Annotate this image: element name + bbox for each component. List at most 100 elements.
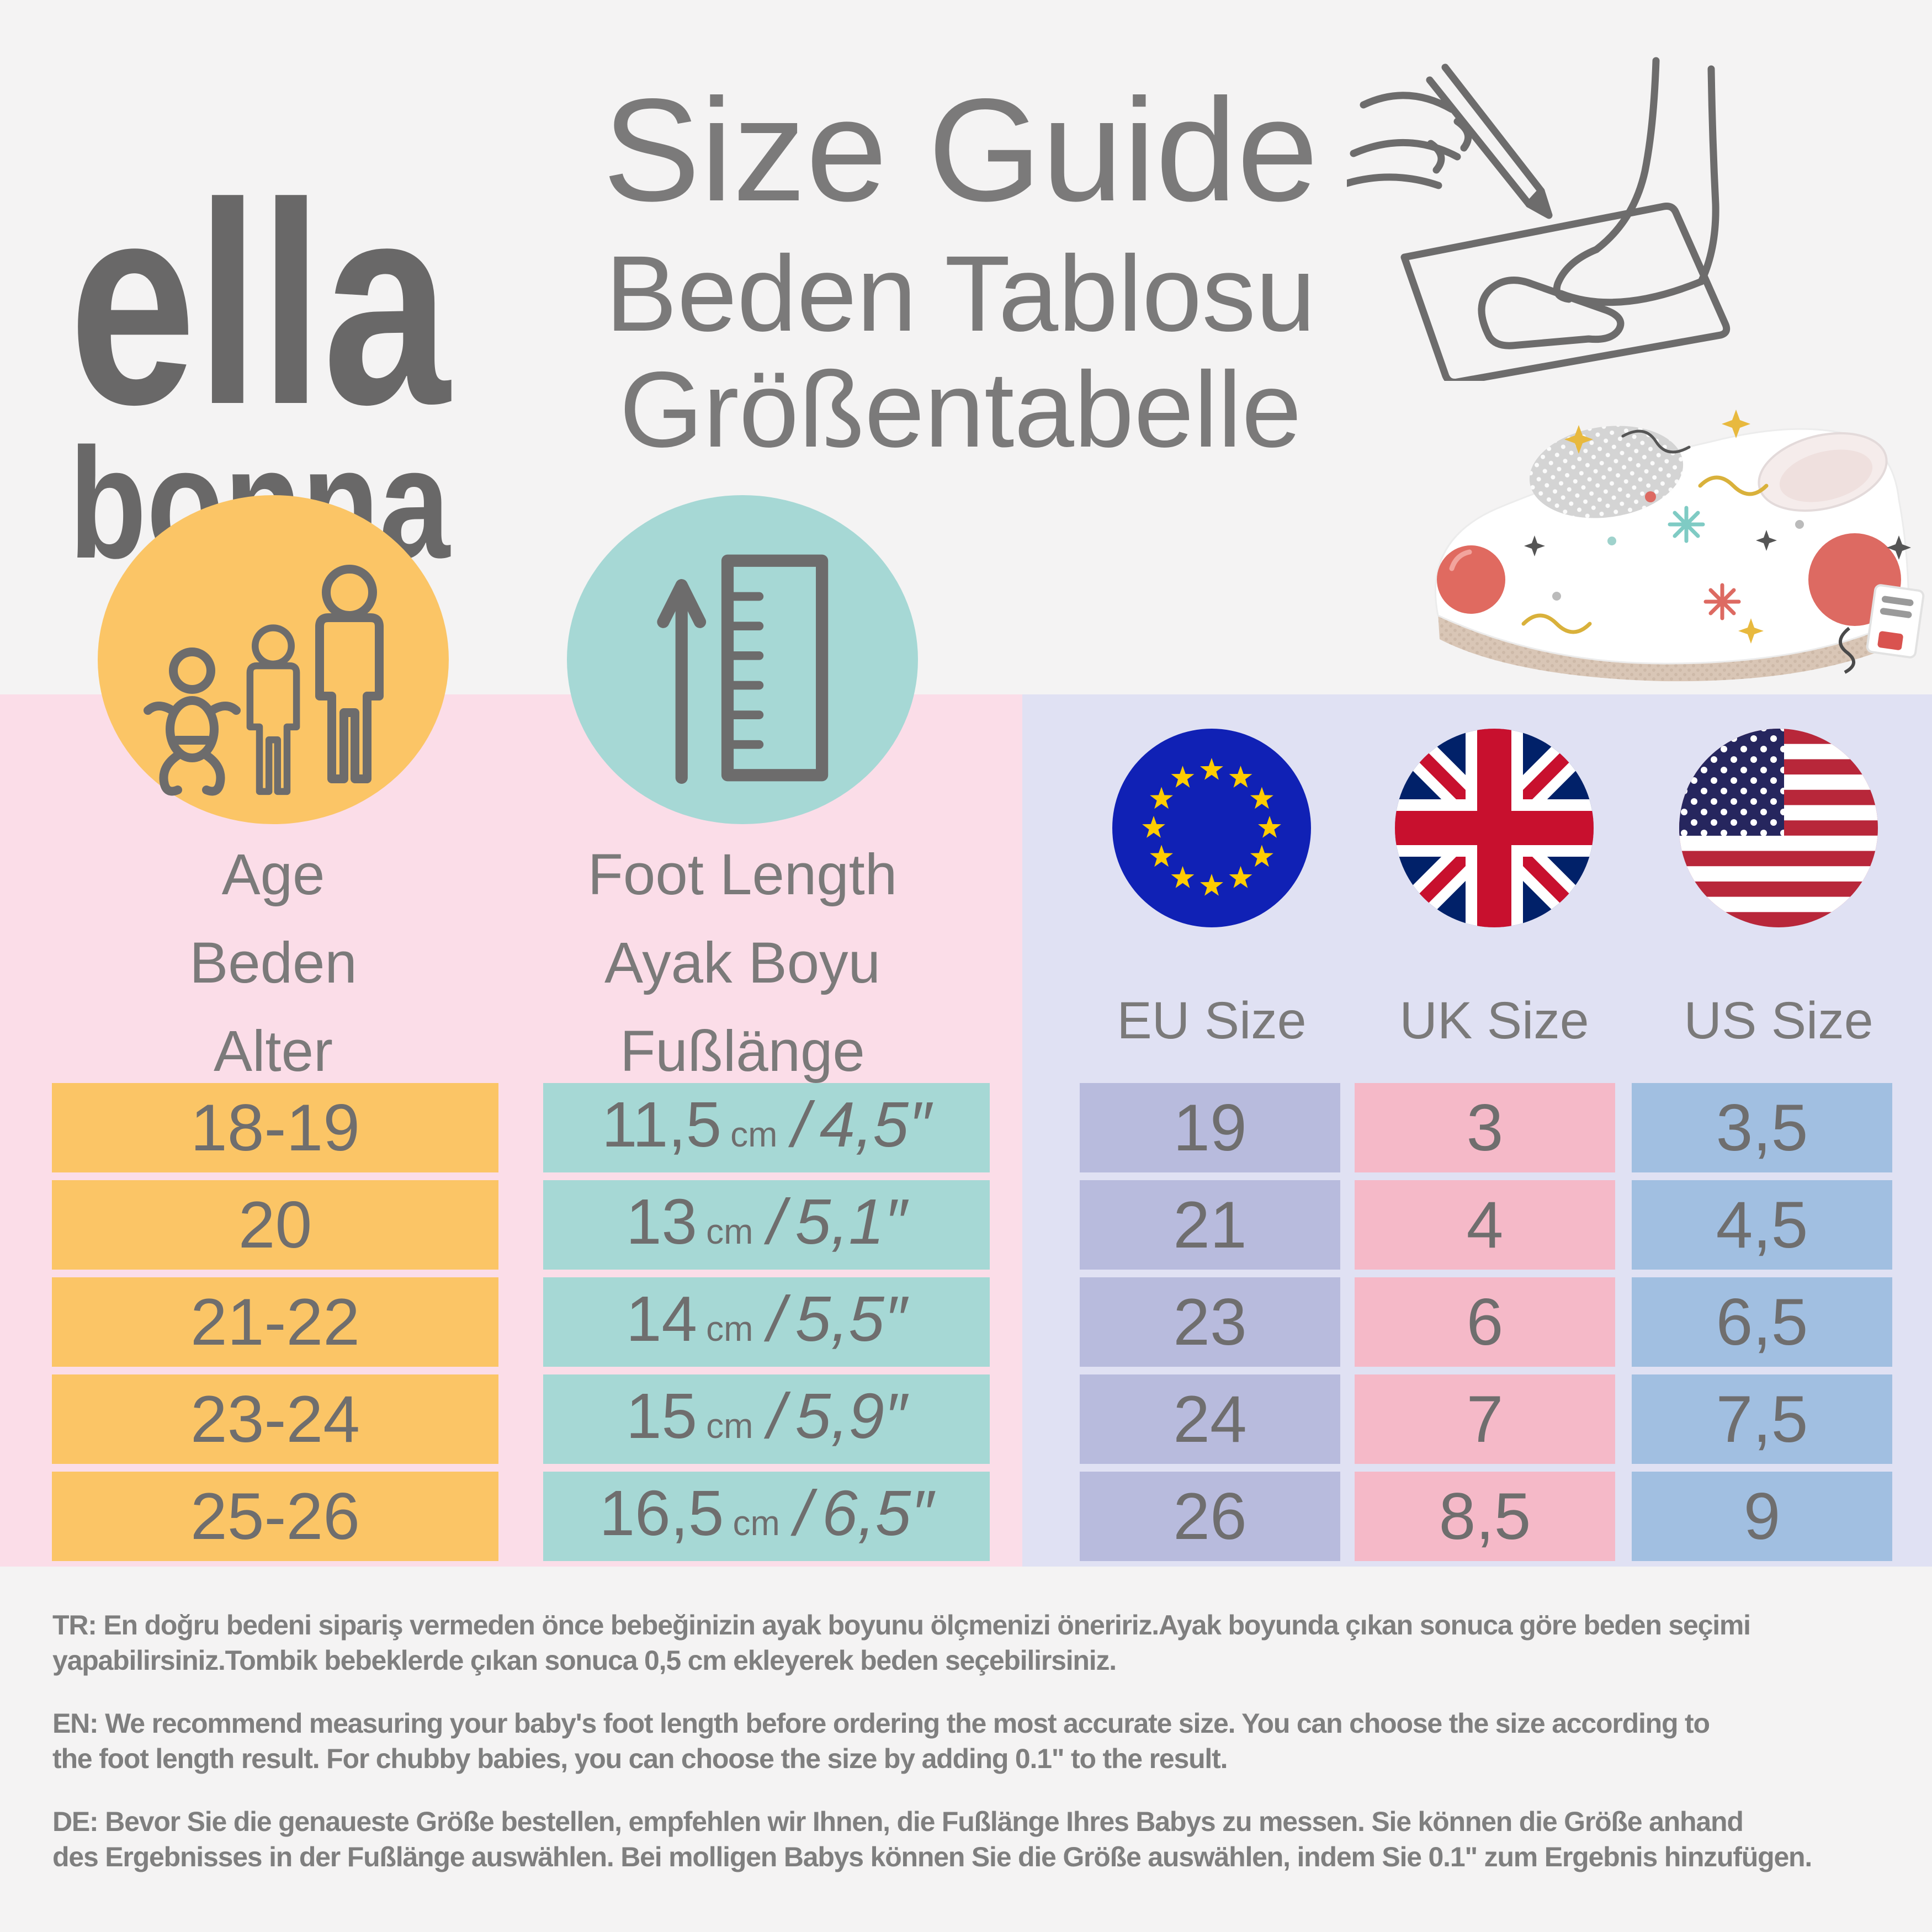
foot-label-en: Foot Length — [587, 842, 898, 907]
uk-size-value: 7 — [1466, 1382, 1504, 1456]
cm-value: 11,5 — [601, 1089, 722, 1160]
age-label-stack: Age Beden Alter — [52, 842, 494, 1107]
ruler-icon — [657, 554, 829, 784]
inch-value: 5,9 — [795, 1380, 884, 1452]
eu-size-value: 24 — [1173, 1382, 1247, 1456]
foot-label-de: Fußlänge — [620, 1019, 865, 1084]
foot-length-column: 11,5 cm/4,5 ″ 13 cm/5,1 ″ 14 cm/5,5 ″ 15 cm/5,9… — [543, 1083, 990, 1561]
age-row: 18-19 — [52, 1083, 498, 1172]
note-line: the foot length result. For chubby babie… — [52, 1743, 1228, 1774]
us-size-row: 7,5 — [1632, 1374, 1892, 1464]
age-column: 18-19 20 21-22 23-24 25-26 — [52, 1083, 498, 1561]
uk-size-value: 4 — [1466, 1188, 1504, 1262]
age-value: 21-22 — [190, 1285, 360, 1359]
foot-length-row: 13 cm /5,1 ″ — [543, 1180, 990, 1270]
cm-unit: cm — [730, 1114, 778, 1154]
note-german: DE: Bevor Sie die genaueste Größe bestel… — [52, 1804, 1812, 1875]
eu-size-row: 26 — [1080, 1472, 1340, 1561]
uk-flag-icon — [1395, 729, 1594, 927]
us-size-row: 9 — [1632, 1472, 1892, 1561]
page-title: Size Guide — [602, 68, 1319, 232]
foot-length-row: 16,5 cm /6,5 ″ — [543, 1472, 990, 1561]
inch-mark: ″ — [884, 1283, 907, 1355]
us-size-value: 3,5 — [1716, 1091, 1808, 1165]
age-value: 25-26 — [190, 1479, 360, 1553]
uk-size-value: 6 — [1466, 1285, 1504, 1359]
us-size-value: 7,5 — [1716, 1382, 1808, 1456]
inch-mark: ″ — [908, 1089, 932, 1160]
us-size-header: US Size — [1684, 991, 1873, 1050]
cm-unit: cm — [706, 1309, 753, 1349]
age-row: 21-22 — [52, 1277, 498, 1367]
cm-value: 15 — [626, 1380, 698, 1452]
age-circle-badge — [98, 495, 449, 824]
foot-length-row: 15 cm /5,9 ″ — [543, 1374, 990, 1464]
uk-size-value: 8,5 — [1439, 1479, 1531, 1553]
us-size-value: 6,5 — [1716, 1285, 1808, 1359]
uk-size-row: 3 — [1355, 1083, 1615, 1172]
note-line: yapabilirsiniz.Tombik bebeklerde çıkan s… — [52, 1645, 1117, 1676]
note-turkish: TR: En doğru bedeni sipariş vermeden önc… — [52, 1607, 1751, 1678]
us-size-row: 4,5 — [1632, 1180, 1892, 1270]
cm-value: 13 — [626, 1186, 698, 1257]
cm-value: 14 — [626, 1283, 698, 1355]
eu-size-row: 23 — [1080, 1277, 1340, 1367]
eu-size-value: 19 — [1173, 1091, 1247, 1165]
uk-size-row: 6 — [1355, 1277, 1615, 1367]
uk-size-row: 8,5 — [1355, 1472, 1615, 1561]
us-flag-icon — [1679, 729, 1878, 927]
us-size-row: 3,5 — [1632, 1083, 1892, 1172]
shoe-brand-tag — [1866, 584, 1925, 659]
inch-value: 5,5 — [795, 1283, 884, 1355]
inch-value: 4,5 — [819, 1089, 909, 1160]
inch-value: 5,1 — [795, 1186, 884, 1257]
page-title-german: Größentabelle — [619, 349, 1302, 470]
age-value: 23-24 — [190, 1382, 360, 1456]
eu-size-row: 24 — [1080, 1374, 1340, 1464]
slash: / — [767, 1283, 785, 1355]
foot-tracing-illustration — [1347, 57, 1731, 381]
eu-size-header: EU Size — [1117, 991, 1307, 1050]
note-line: des Ergebnisses in der Fußlänge auswähle… — [52, 1841, 1812, 1872]
eu-size-row: 19 — [1080, 1083, 1340, 1172]
eu-flag-icon — [1112, 729, 1311, 927]
age-label-de: Alter — [214, 1019, 333, 1084]
us-size-row: 6,5 — [1632, 1277, 1892, 1367]
note-line: EN: We recommend measuring your baby's f… — [52, 1708, 1710, 1739]
note-line: DE: Bevor Sie die genaueste Größe bestel… — [52, 1806, 1744, 1837]
foot-length-row: 11,5 cm /4,5 ″ — [543, 1083, 990, 1172]
us-size-column: 3,5 4,5 6,5 7,5 9 — [1632, 1083, 1892, 1561]
eu-size-value: 26 — [1173, 1479, 1247, 1553]
uk-size-row: 4 — [1355, 1180, 1615, 1270]
inch-mark: ″ — [884, 1186, 907, 1257]
age-row: 20 — [52, 1180, 498, 1270]
foot-label-tr: Ayak Boyu — [604, 931, 881, 995]
eu-size-value: 23 — [1173, 1285, 1247, 1359]
cm-unit: cm — [706, 1212, 753, 1251]
age-row: 25-26 — [52, 1472, 498, 1561]
logo-line-ella: ella — [69, 144, 452, 464]
eu-size-row: 21 — [1080, 1180, 1340, 1270]
uk-size-column: 3 4 6 7 8,5 — [1355, 1083, 1615, 1561]
age-value: 20 — [238, 1188, 312, 1262]
page-title-turkish: Beden Tablosu — [605, 233, 1316, 354]
uk-size-row: 7 — [1355, 1374, 1615, 1464]
age-people-icon — [144, 565, 384, 796]
cm-value: 16,5 — [599, 1477, 724, 1549]
inch-mark: ″ — [884, 1380, 907, 1452]
slash: / — [792, 1089, 810, 1160]
note-english: EN: We recommend measuring your baby's f… — [52, 1706, 1710, 1776]
age-row: 23-24 — [52, 1374, 498, 1464]
baby-shoe-photo — [1434, 410, 1925, 682]
foot-length-row: 14 cm /5,5 ″ — [543, 1277, 990, 1367]
uk-size-value: 3 — [1466, 1091, 1504, 1165]
us-size-value: 9 — [1743, 1479, 1781, 1553]
cm-unit: cm — [706, 1406, 753, 1446]
age-label-tr: Beden — [189, 931, 357, 995]
slash: / — [794, 1477, 812, 1549]
us-size-value: 4,5 — [1716, 1188, 1808, 1262]
eu-size-column: 19 21 23 24 26 — [1080, 1083, 1340, 1561]
slash: / — [767, 1380, 785, 1452]
slash: / — [767, 1186, 785, 1257]
